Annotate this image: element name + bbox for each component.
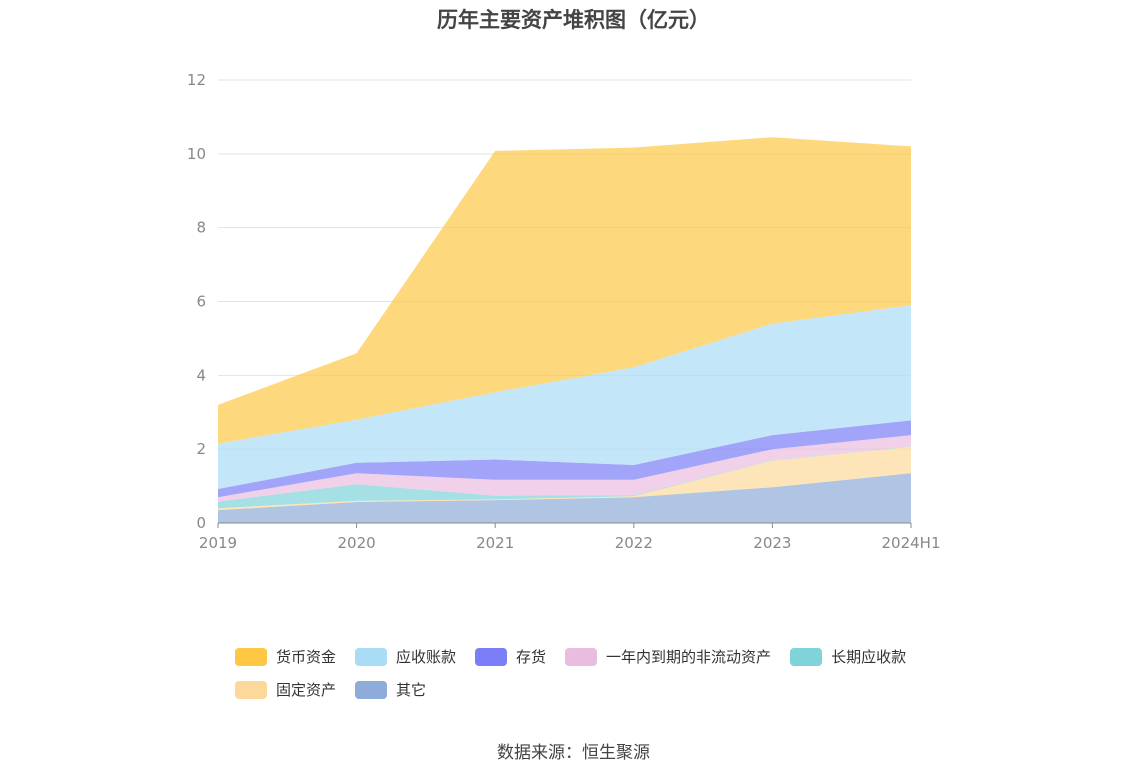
area-series-5	[218, 305, 911, 489]
y-tick-label: 8	[196, 219, 206, 237]
area-series-3	[218, 435, 911, 502]
legend-item-long-receivables[interactable]: 长期应收款	[790, 646, 906, 667]
legend-item-receivables[interactable]: 应收账款	[355, 646, 456, 667]
legend-row-2: 固定资产 其它	[235, 673, 935, 706]
x-tick-label: 2023	[753, 534, 791, 552]
x-tick-label: 2022	[615, 534, 653, 552]
legend-label-long-receivables: 长期应收款	[831, 648, 907, 666]
legend-swatch-receivables	[355, 647, 388, 666]
y-tick-label: 6	[196, 293, 206, 311]
y-tick-label: 4	[196, 366, 206, 384]
y-tick-label: 10	[187, 145, 206, 163]
y-tick-label: 12	[187, 71, 206, 89]
legend-label-cash: 货币资金	[276, 648, 337, 666]
legend-label-current-noncurrent: 一年内到期的非流动资产	[606, 648, 772, 666]
legend-item-cash[interactable]: 货币资金	[235, 646, 336, 667]
legend-swatch-current-noncurrent	[565, 647, 598, 666]
legend-swatch-cash	[235, 647, 267, 666]
legend-label-receivables: 应收账款	[396, 648, 457, 666]
legend-label-other: 其它	[396, 681, 427, 699]
area-series-1	[218, 446, 911, 511]
legend-swatch-inventory	[475, 647, 508, 666]
legend-item-current-noncurrent[interactable]: 一年内到期的非流动资产	[565, 646, 771, 667]
x-tick-label: 2024H1	[882, 534, 941, 552]
legend-swatch-fixed-assets	[235, 680, 267, 699]
area-series-6	[218, 137, 911, 444]
legend-item-other[interactable]: 其它	[355, 679, 426, 700]
x-tick-label: 2020	[338, 534, 376, 552]
stacked-area-chart: 0 2 4 6 8 10 12 2019 2020 2021 2022 2023 2024H1	[187, 71, 941, 552]
legend-item-inventory[interactable]: 存货	[475, 646, 546, 667]
legend-row-1: 货币资金 应收账款 存货 一年内到期的非流动资产 长期应收款	[235, 640, 935, 673]
x-tick-label: 2019	[199, 534, 237, 552]
area-series-2	[218, 446, 911, 509]
legend-swatch-other	[355, 680, 388, 699]
area-series-0	[218, 473, 911, 523]
legend-label-fixed-assets: 固定资产	[276, 681, 337, 699]
y-tick-label: 2	[196, 440, 206, 458]
area-series-4	[218, 420, 911, 498]
x-tick-label: 2021	[476, 534, 514, 552]
data-source: 数据来源：恒生聚源	[497, 743, 650, 763]
legend-item-fixed-assets[interactable]: 固定资产	[235, 679, 336, 700]
legend-label-inventory: 存货	[516, 648, 547, 666]
legend: 货币资金 应收账款 存货 一年内到期的非流动资产 长期应收款 固定资产 其它	[235, 640, 935, 706]
legend-swatch-long-receivables	[790, 647, 823, 666]
y-tick-label: 0	[196, 514, 206, 532]
chart-title: 历年主要资产堆积图（亿元）	[437, 8, 710, 32]
